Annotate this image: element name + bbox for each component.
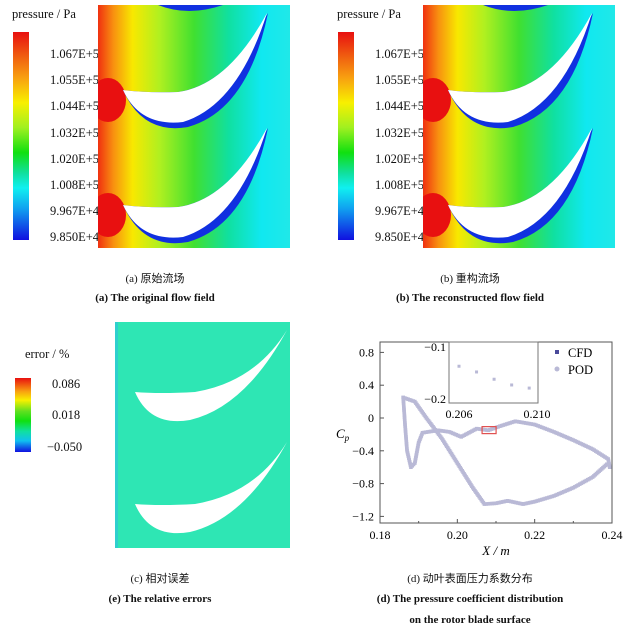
colorbar-tick: 9.850E+4 [50, 230, 100, 245]
y-tick-label: −1.2 [352, 509, 374, 523]
caption-a-cn: (a) 原始流场 [125, 273, 185, 285]
caption-d-en-2: on the rotor blade surface [409, 614, 531, 626]
colorbar-tick: 1.032E+5 [375, 125, 425, 140]
colorbar-tick: 1.055E+5 [50, 73, 100, 88]
pod-point [486, 502, 491, 506]
inset-point [457, 364, 461, 368]
pod-point [407, 458, 412, 462]
pod-point [406, 454, 411, 459]
y-tick-label: 0 [368, 411, 374, 425]
pod-point [484, 502, 489, 506]
pod-point [406, 452, 410, 457]
y-tick-label: 0.8 [359, 345, 374, 359]
inset-frame [448, 341, 539, 404]
caption-b-en: (b) The reconstructed flow field [395, 292, 545, 304]
legend-title: pressure / Pa [12, 7, 76, 21]
legend-pod-label: POD [568, 363, 593, 377]
x-tick-label: 0.24 [602, 528, 623, 542]
pod-point [482, 502, 487, 506]
pressure-contour-original [98, 5, 290, 248]
pressure-colorbar [13, 32, 29, 240]
x-axis-label: X / m [481, 543, 509, 558]
pod-point [406, 456, 411, 460]
colorbar-tick: 1.032E+5 [50, 125, 100, 140]
colorbar-tick: 1.044E+5 [50, 99, 100, 114]
caption-d-en-1: (d) The pressure coefficient distributio… [376, 593, 564, 605]
pod-point [408, 461, 412, 466]
colorbar-tick: 1.067E+5 [50, 47, 100, 61]
caption-c-en: (e) The relative errors [108, 593, 212, 605]
colorbar-tick: 1.020E+5 [50, 151, 100, 166]
pressure-colorbar [338, 32, 354, 240]
pod-point [405, 450, 410, 455]
legend-cfd-label: CFD [568, 346, 592, 360]
inset-x-tick-label: 0.210 [524, 407, 551, 421]
colorbar-tick: 1.055E+5 [375, 73, 425, 88]
colorbar-tick: 9.850E+4 [375, 230, 425, 245]
caption-b-cn: (b) 重构流场 [440, 273, 500, 285]
colorbar-tick: 1.044E+5 [375, 99, 425, 114]
colorbar-tick: 1.067E+5 [375, 47, 425, 61]
error-colorbar [15, 378, 31, 452]
y-tick-label: 0.4 [359, 378, 374, 392]
colorbar-tick: 9.967E+4 [50, 204, 100, 219]
cp-chart: 0.18 0.20 0.22 0.24 0.8 0.4 0 −0.4 −0.8 −1.2 X / m… [336, 340, 623, 558]
error-contour [115, 322, 290, 548]
inset-point [510, 383, 514, 387]
colorbar-tick: 0.018 [52, 408, 81, 422]
pod-point [407, 459, 412, 464]
zoom-highlight-box [481, 426, 497, 435]
colorbar-tick: 0.086 [52, 377, 81, 391]
legend-title: pressure / Pa [337, 7, 401, 21]
colorbar-tick: 1.008E+5 [50, 178, 100, 192]
inset-point [492, 377, 496, 381]
pod-point [488, 501, 492, 506]
pod-point [607, 465, 612, 469]
y-tick-label: −0.4 [352, 444, 374, 458]
colorbar-tick: 9.967E+4 [375, 204, 425, 219]
legend-cfd-marker [555, 350, 559, 354]
x-tick-label: 0.20 [447, 528, 468, 542]
x-tick-label: 0.18 [370, 528, 391, 542]
inset-point [527, 386, 531, 390]
y-axis-label: Cp [336, 426, 350, 443]
legend-title: error / % [25, 347, 70, 361]
inset-x-tick-label: 0.206 [446, 407, 473, 421]
colorbar-tick: 1.008E+5 [375, 178, 425, 192]
pod-point [490, 501, 494, 506]
caption-d-cn: (d) 动叶表面压力系数分布 [407, 573, 533, 585]
pressure-contour-reconstructed [423, 5, 615, 248]
caption-c-cn: (c) 相对误差 [130, 573, 190, 585]
inset-y-tick-label: −0.1 [424, 340, 446, 354]
pod-point [605, 462, 609, 467]
caption-a-en: (a) The original flow field [95, 292, 215, 304]
inset-point [475, 370, 479, 374]
pod-point [492, 501, 496, 506]
colorbar-tick: −0.050 [47, 440, 83, 454]
pod-point [405, 449, 409, 453]
inset-y-tick-label: −0.2 [424, 392, 446, 406]
x-tick-label: 0.22 [524, 528, 545, 542]
colorbar-tick: 1.020E+5 [375, 151, 425, 166]
y-tick-label: −0.8 [352, 477, 374, 491]
legend-pod-marker [554, 366, 560, 372]
